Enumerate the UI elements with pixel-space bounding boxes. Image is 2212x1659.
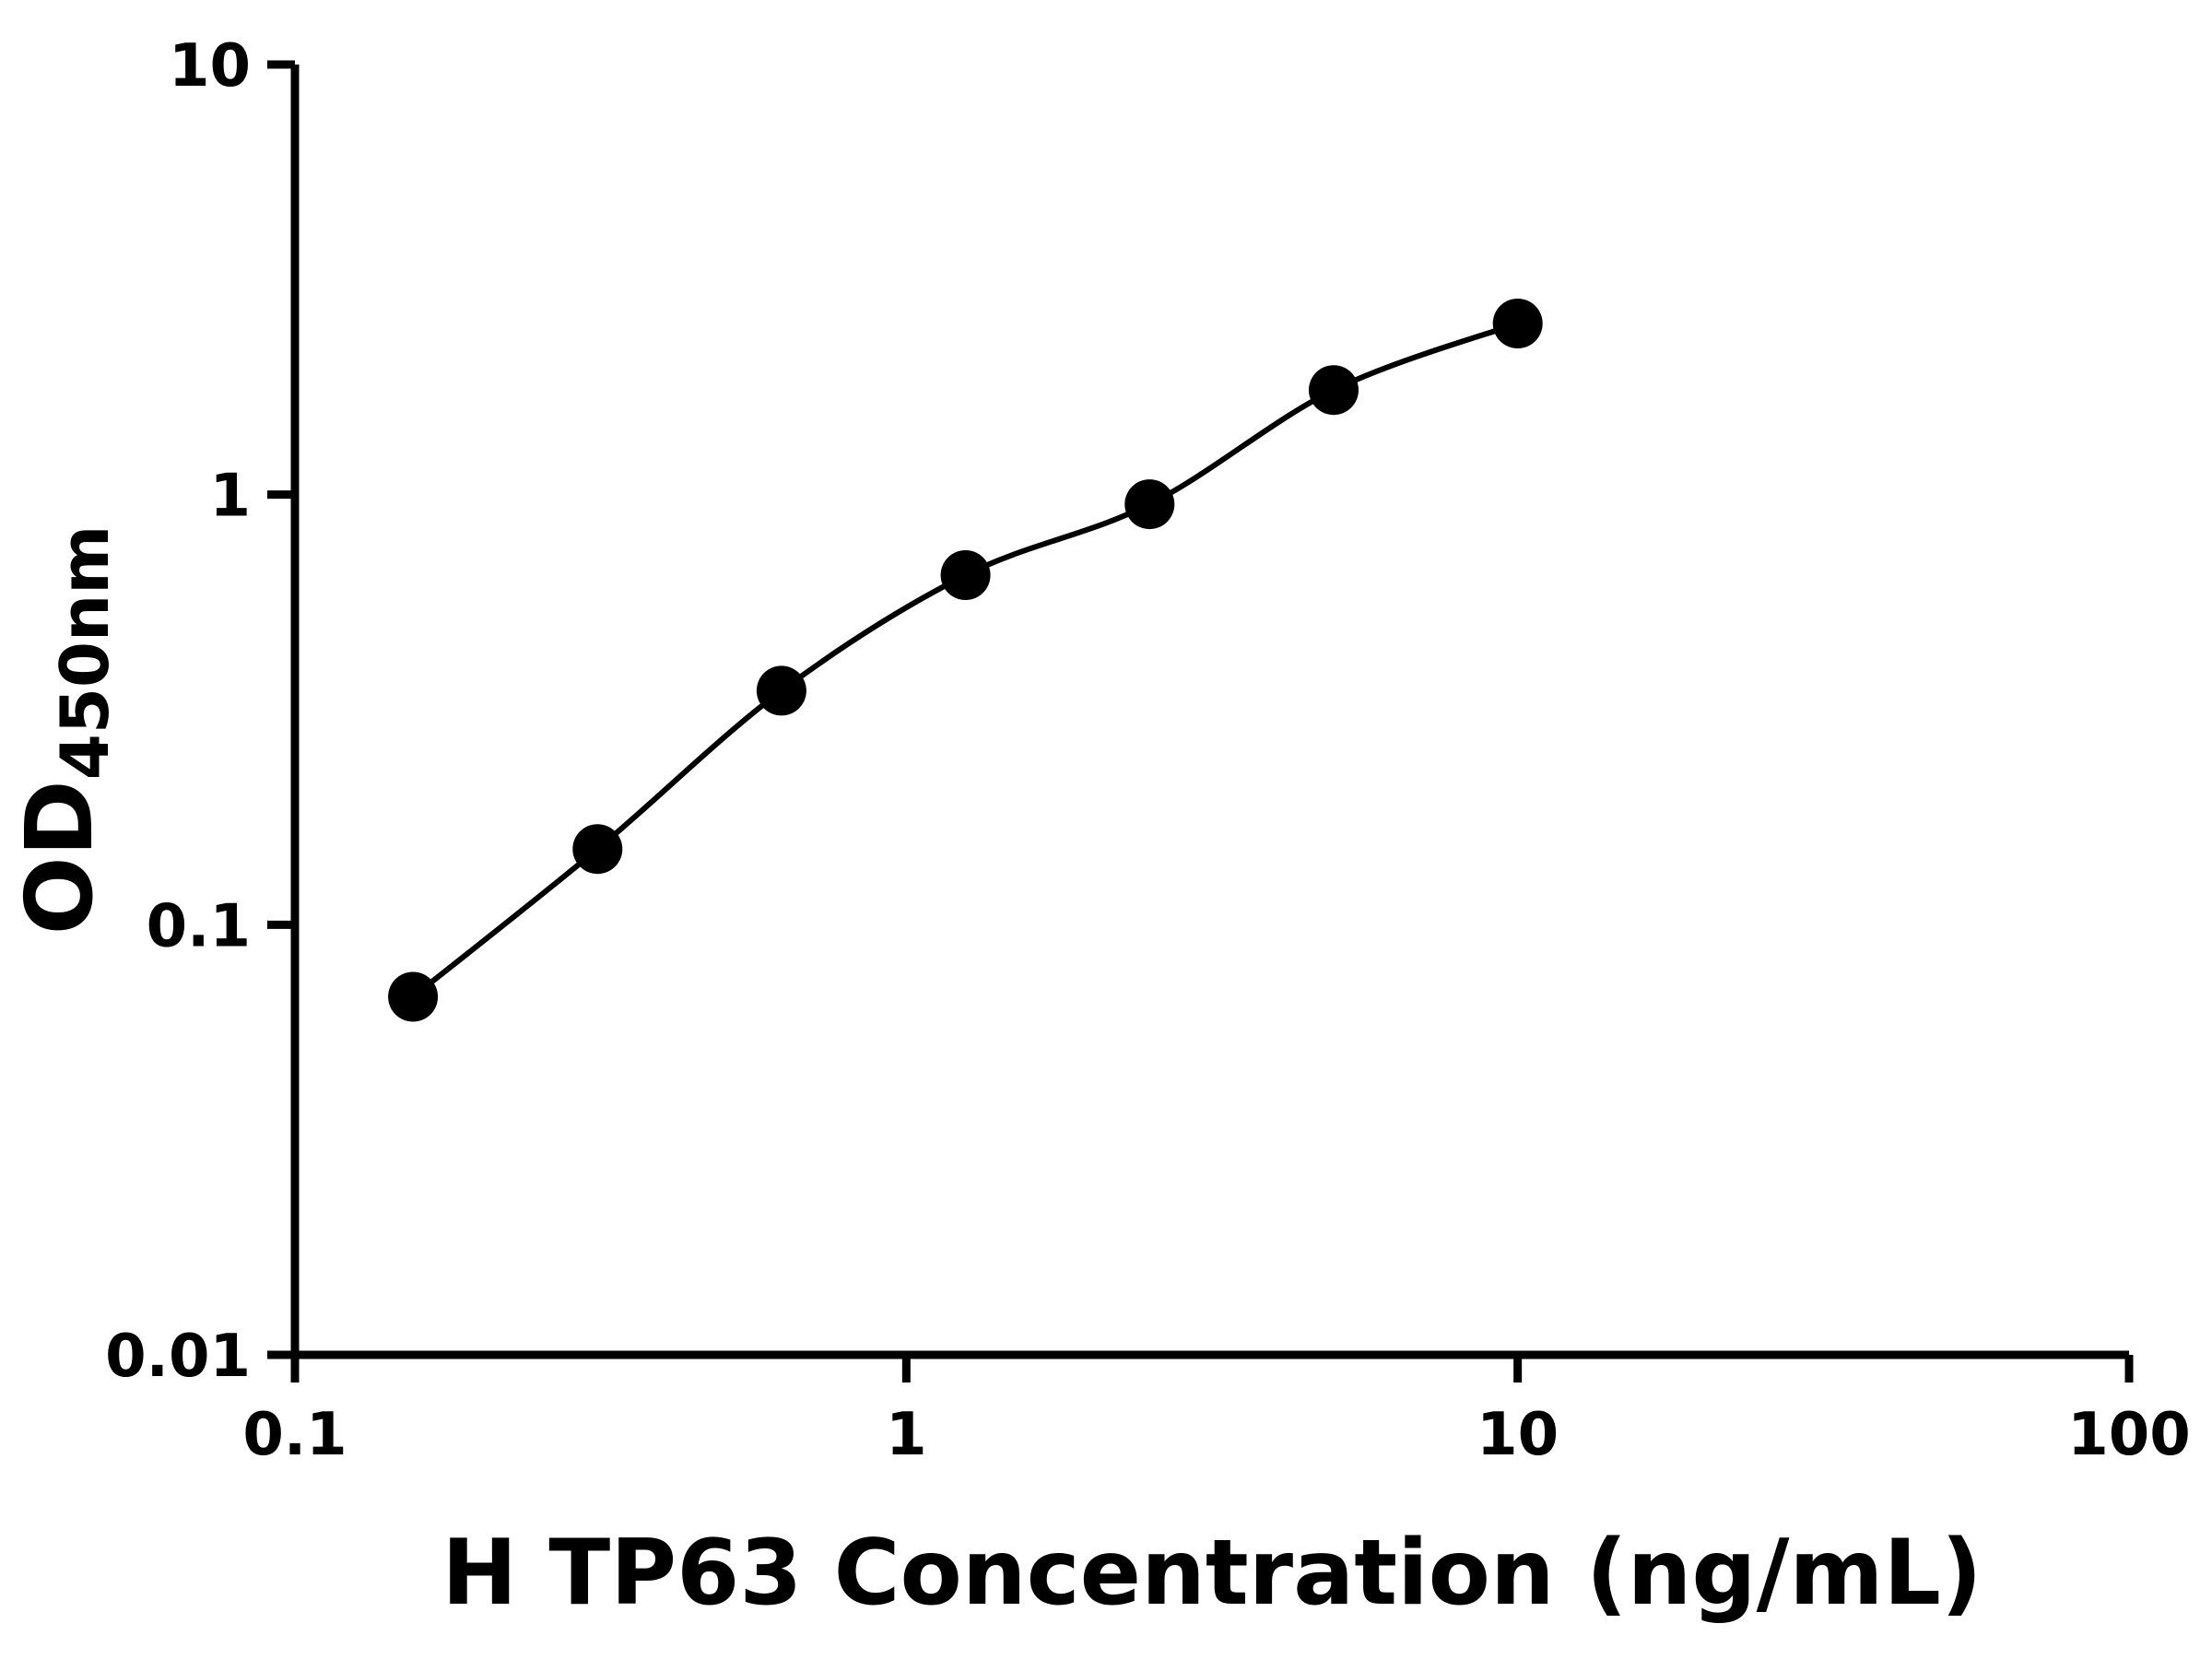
x-tick-label: 10 (1477, 1401, 1559, 1469)
y-tick-label: 10 (169, 32, 251, 100)
data-point (572, 824, 623, 875)
y-tick-label: 0.1 (147, 892, 251, 960)
data-point (1309, 365, 1359, 416)
data-point (940, 550, 991, 600)
y-tick-label: 0.01 (105, 1323, 251, 1391)
data-point (1124, 479, 1175, 530)
x-tick-label: 100 (2067, 1401, 2191, 1469)
y-tick-label: 1 (209, 463, 251, 531)
y-axis-label: OD (6, 780, 113, 935)
data-point (388, 971, 439, 1022)
x-tick-label: 1 (886, 1401, 927, 1469)
data-point (1492, 299, 1543, 348)
x-axis-title: H TP63 Concentration (ng/mL) (441, 1521, 1983, 1626)
x-tick-label: 0.1 (242, 1401, 347, 1469)
data-point (756, 665, 806, 716)
fit-curve (411, 321, 1519, 999)
y-axis-title: OD450nm (5, 444, 124, 1016)
y-axis-label-subscript: 450nm (46, 524, 124, 781)
